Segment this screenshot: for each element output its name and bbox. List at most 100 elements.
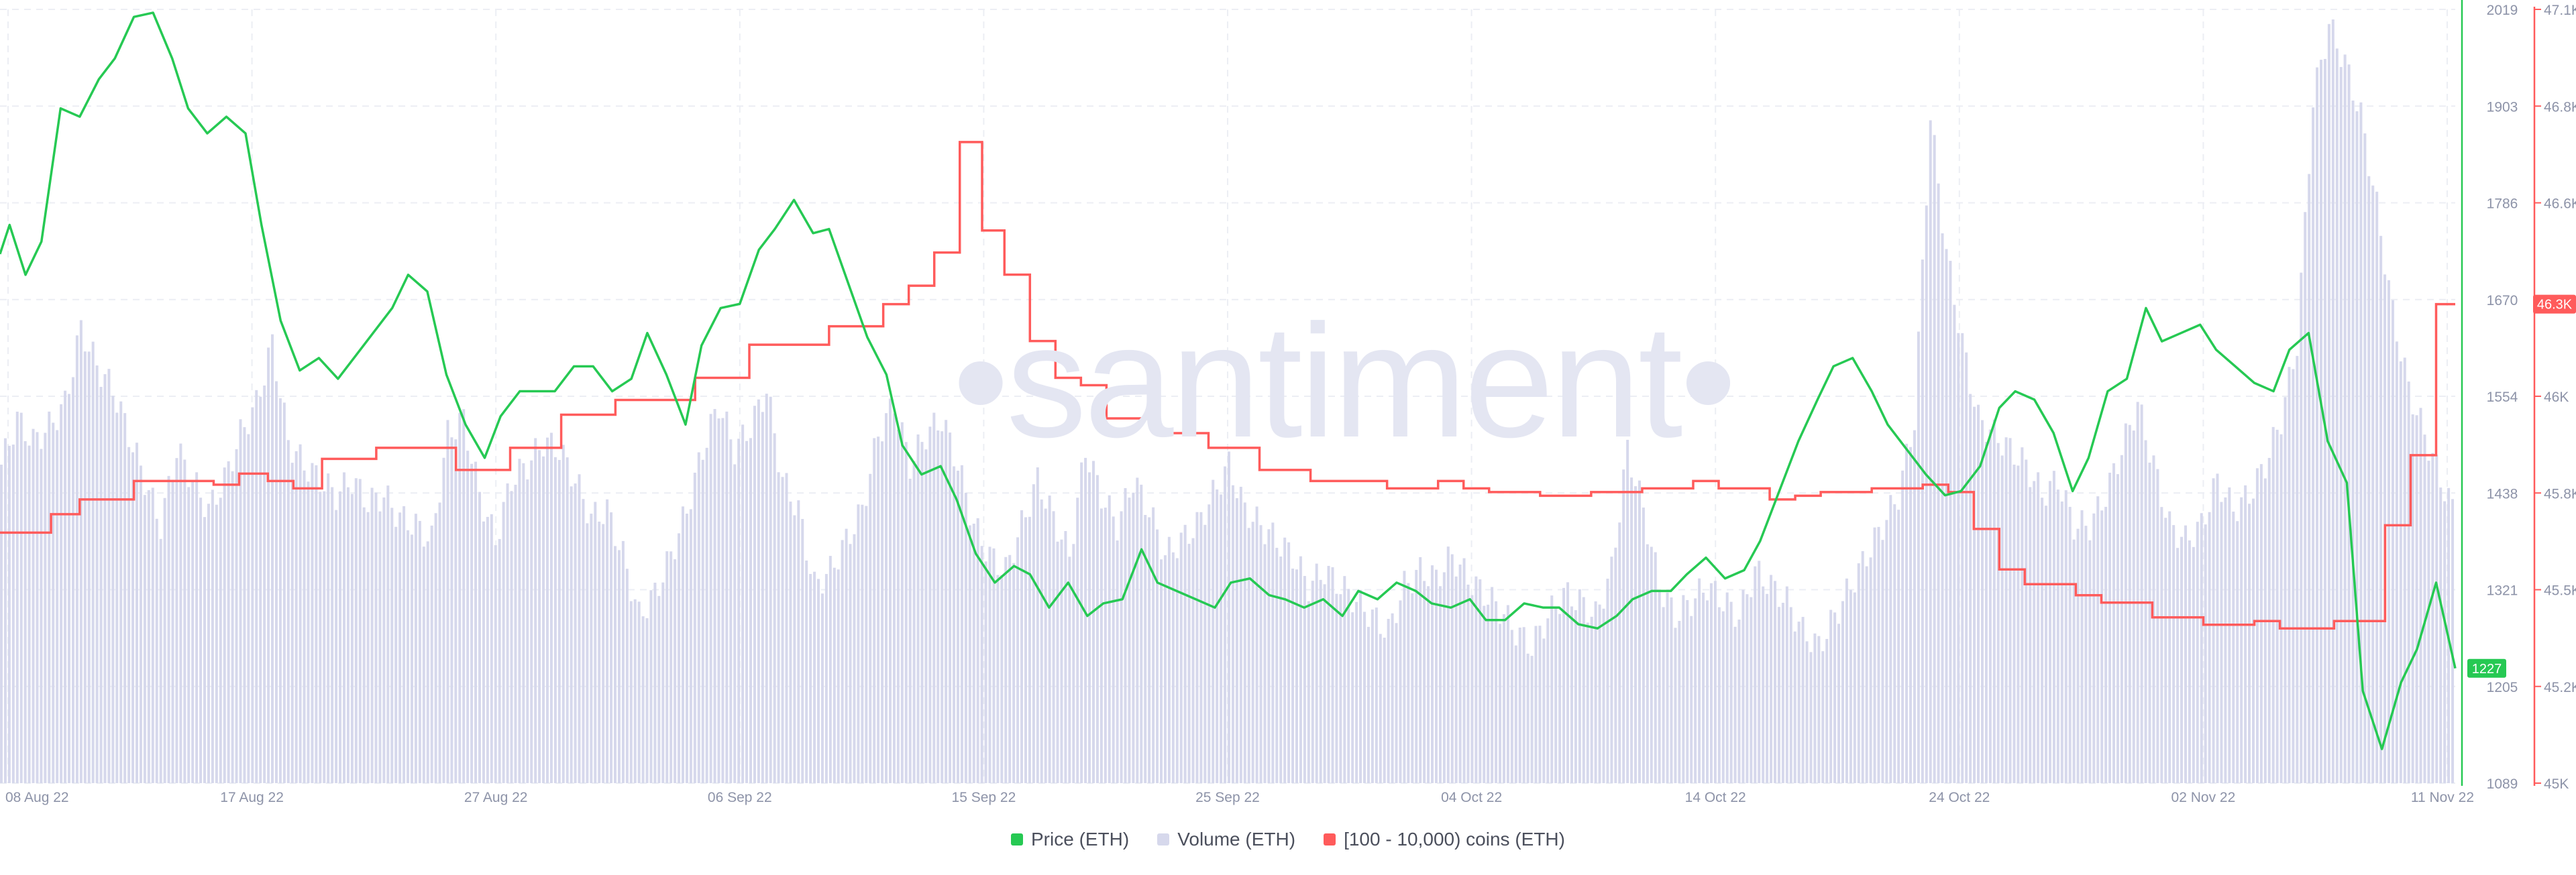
volume-bar	[207, 504, 210, 783]
volume-bar	[450, 437, 453, 783]
volume-bar	[1550, 595, 1554, 783]
volume-bar	[1893, 504, 1896, 783]
volume-bar	[789, 502, 792, 783]
volume-bar	[1327, 565, 1330, 783]
volume-bar	[2212, 478, 2215, 783]
volume-bar	[1690, 616, 1693, 783]
volume-bar	[1725, 592, 1729, 783]
volume-bar	[155, 518, 158, 783]
volume-bar	[1694, 598, 1697, 783]
volume-bar	[2045, 506, 2048, 783]
volume-bar	[1905, 443, 1909, 783]
volume-bar	[1366, 626, 1370, 783]
volume-bar	[733, 464, 737, 783]
volume-bar	[949, 432, 952, 783]
volume-bar	[231, 471, 234, 783]
volume-bar	[837, 569, 840, 783]
volume-bar	[2371, 185, 2375, 784]
volume-bar	[382, 497, 386, 783]
volume-bar	[980, 546, 983, 783]
volume-bar	[502, 502, 505, 783]
volume-bar	[828, 556, 832, 783]
volume-bar	[1144, 514, 1147, 783]
volume-bar	[1020, 510, 1024, 783]
price-axis-tick: 1089	[2487, 776, 2518, 792]
volume-bar	[1917, 331, 1920, 783]
volume-bar	[1658, 591, 1661, 783]
volume-bar	[1717, 607, 1721, 783]
volume-bar	[1758, 561, 1761, 783]
volume-bar	[7, 445, 11, 783]
volume-bar	[95, 365, 99, 783]
volume-bar	[11, 445, 15, 783]
volume-bar	[606, 499, 609, 783]
volume-bar	[438, 502, 441, 783]
legend-item-volume[interactable]: Volume (ETH)	[1157, 829, 1295, 850]
volume-bar	[2188, 540, 2191, 783]
volume-bar	[578, 474, 581, 783]
volume-bar	[1466, 584, 1470, 783]
volume-bar	[945, 420, 948, 783]
volume-bar	[522, 463, 525, 783]
volume-bar	[797, 500, 800, 783]
volume-bar	[2136, 402, 2139, 783]
volume-bar	[888, 398, 892, 783]
volume-bar	[1558, 614, 1562, 783]
volume-bar	[881, 441, 884, 783]
volume-bar	[339, 491, 342, 783]
volume-bar	[2224, 497, 2227, 783]
legend-item-holders[interactable]: [100 - 10,000) coins (ETH)	[1324, 829, 1565, 850]
volume-bar	[2052, 471, 2055, 783]
volume-bar	[71, 377, 74, 783]
volume-bar	[2012, 464, 2016, 783]
volume-bar	[865, 506, 868, 783]
volume-bar	[2279, 434, 2283, 783]
volume-bar	[1128, 498, 1131, 783]
volume-bar	[1434, 569, 1438, 783]
volume-bar	[1216, 489, 1219, 783]
volume-bar	[2008, 438, 2012, 783]
volume-bar	[674, 559, 677, 783]
volume-bar	[1187, 544, 1191, 783]
volume-bar	[602, 524, 605, 783]
volume-bar	[1199, 512, 1203, 783]
price-axis-tick: 2019	[2487, 3, 2518, 18]
volume-bar	[2331, 19, 2334, 783]
legend-item-price[interactable]: Price (ETH)	[1011, 829, 1129, 850]
volume-bar	[1785, 586, 1788, 783]
volume-bar	[1578, 589, 1581, 783]
volume-bar	[1423, 581, 1426, 783]
volume-bar	[1666, 592, 1669, 783]
volume-bar	[1885, 520, 1888, 783]
volume-bar	[390, 508, 394, 783]
volume-bar	[1789, 607, 1792, 783]
price-axis-tick: 1438	[2487, 486, 2518, 502]
volume-bar	[1371, 609, 1374, 783]
volume-bar	[303, 470, 306, 783]
volume-bar	[904, 442, 908, 783]
volume-bar	[924, 449, 928, 783]
volume-bar	[908, 478, 912, 783]
volume-bar	[820, 593, 824, 783]
volume-bar	[1239, 487, 1242, 783]
volume-bar	[2092, 513, 2096, 783]
volume-bar	[1462, 558, 1466, 783]
volume-bar	[286, 440, 290, 783]
volume-bar	[849, 544, 852, 783]
volume-bar	[2160, 507, 2163, 783]
volume-bar	[1203, 524, 1207, 783]
volume-bar	[2084, 526, 2088, 783]
volume-bar	[2080, 510, 2084, 783]
volume-bar	[498, 538, 501, 783]
volume-bar	[2419, 408, 2422, 783]
volume-bar	[1116, 540, 1119, 783]
volume-bar	[1395, 623, 1398, 783]
volume-bar	[781, 477, 784, 783]
volume-bar	[407, 530, 410, 783]
volume-bar	[1805, 641, 1809, 783]
volume-bar	[422, 546, 425, 783]
volume-bar	[131, 452, 135, 783]
volume-bar	[1662, 607, 1665, 783]
x-axis-tick: 24 Oct 22	[1929, 790, 1990, 805]
